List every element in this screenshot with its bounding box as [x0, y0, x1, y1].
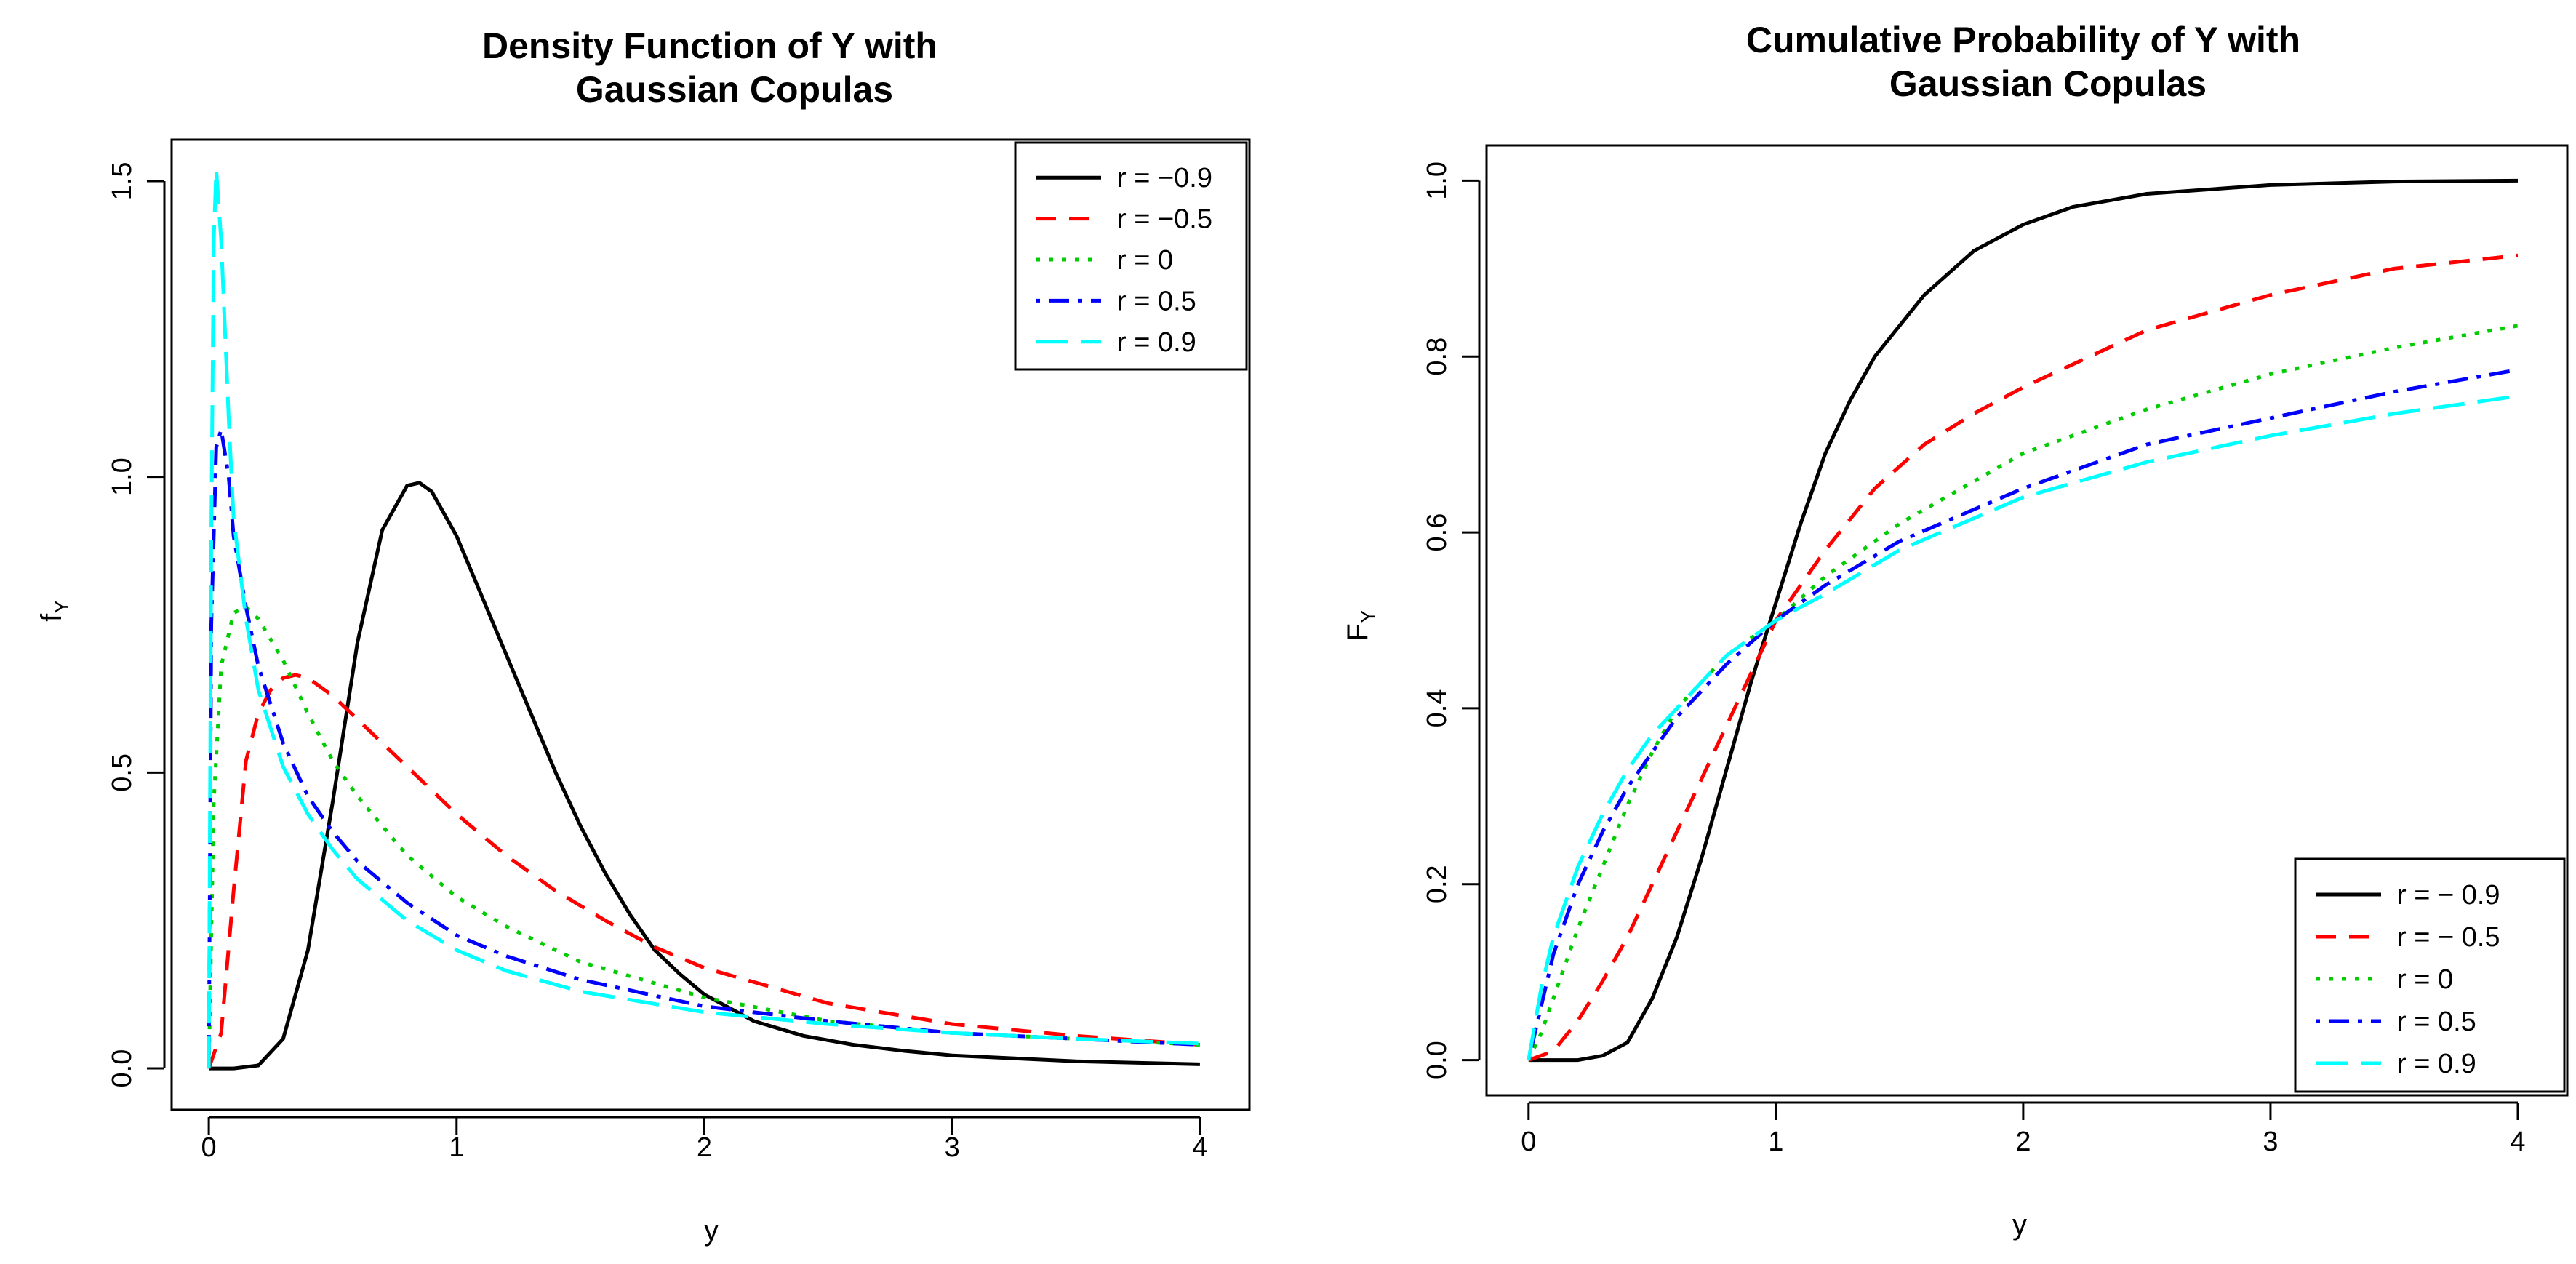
series-line-3	[207, 605, 1201, 1069]
x-axis-label: y	[2012, 1209, 2027, 1241]
x-tick-label: 4	[1192, 1132, 1207, 1163]
x-tick-label: 3	[2263, 1127, 2278, 1157]
x-tick-label: 3	[945, 1132, 960, 1163]
plot-area: 0 1 2 3 40.00.51.01.5 r = −0.9r = −0.5r = 0r …	[107, 138, 1251, 1163]
y-tick-label: 0.0	[1422, 1041, 1452, 1079]
x-tick-label: 0	[1521, 1127, 1536, 1157]
x-tick-label: 1	[449, 1132, 464, 1163]
legend-label-4: r = 0.5	[2397, 1007, 2476, 1037]
y-axis-label: FY	[1342, 609, 1379, 641]
series-line-2	[207, 673, 1201, 1069]
y-tick-label: 0.5	[107, 753, 137, 792]
x-tick-label: 2	[2015, 1127, 2031, 1157]
legend-label-4: r = 0.5	[1117, 286, 1196, 316]
y-axis-label: fY	[36, 600, 73, 622]
plot-frame	[1485, 144, 2569, 1097]
x-axis: 0 1 2 3 4	[1521, 1101, 2526, 1157]
series-line-1	[209, 481, 1200, 1071]
x-axis-label: y	[704, 1215, 719, 1247]
y-axis-label-main: f	[36, 613, 68, 622]
legend-label-1: r = − 0.9	[2397, 880, 2500, 911]
x-tick-label: 2	[697, 1132, 712, 1163]
y-axis-label-subscript: Y	[1356, 609, 1379, 623]
series-line-2	[1527, 253, 2519, 1062]
y-tick-label: 0.0	[107, 1049, 137, 1088]
y-tick-label: 0.2	[1422, 865, 1452, 903]
plot-area: 0 1 2 3 40.00.20.40.60.81.0r = − 0.9r = − 0.…	[1422, 144, 2569, 1157]
chart-title-line-1: Cumulative Probability of Y with	[1746, 20, 2300, 60]
series-line-4	[207, 428, 1201, 1069]
y-axis-label-subscript: Y	[50, 600, 73, 614]
y-tick-label: 1.0	[1422, 161, 1452, 200]
x-tick-label: 4	[2510, 1127, 2525, 1157]
legend-box	[2294, 857, 2566, 1093]
x-tick-label: 0	[201, 1132, 217, 1163]
chart-title-line-2: Gaussian Copulas	[1889, 63, 2207, 104]
legend-label-5: r = 0.9	[1117, 327, 1196, 358]
series-line-5	[1527, 394, 2519, 1061]
y-tick-label: 0.4	[1422, 689, 1452, 728]
plot-frame	[170, 138, 1251, 1111]
chart-title-line-2: Gaussian Copulas	[576, 69, 893, 110]
legend-label-2: r = −0.5	[1117, 204, 1212, 235]
y-tick-label: 0.6	[1422, 513, 1452, 552]
cumulative-chart: Cumulative Probability of Y with Gaussia…	[1342, 20, 2569, 1241]
density-chart: Density Function of Y with Gaussian Copu…	[36, 25, 1251, 1247]
legend-label-3: r = 0	[2397, 964, 2453, 995]
legend-box	[1014, 141, 1248, 371]
legend: r = − 0.9 r = − 0.5 r = 0 r = 0.5 r = 0.9	[2294, 857, 2566, 1093]
legend-label-3: r = 0	[1117, 245, 1173, 276]
legend-label-2: r = − 0.5	[2397, 922, 2500, 953]
legend: r = −0.9 r = −0.5 r = 0 r = 0.5 r = 0.9	[1014, 141, 1248, 371]
y-axis: 0.0 0.2 0.4 0.6 0.8 1.0	[1422, 161, 1481, 1079]
y-axis-label-main: F	[1342, 623, 1374, 641]
y-tick-label: 1.0	[107, 457, 137, 496]
legend-label-1: r = −0.9	[1117, 163, 1212, 193]
series-line-1	[1528, 178, 2519, 1063]
chart-title-line-1: Density Function of Y with	[482, 25, 937, 66]
y-tick-label: 0.8	[1422, 337, 1452, 376]
y-axis: 0.0 0.5 1.0 1.5	[107, 162, 166, 1088]
y-tick-label: 1.5	[107, 162, 137, 201]
x-axis: 0 1 2 3 4	[201, 1116, 1207, 1163]
series-line-4	[1527, 367, 2519, 1061]
series-line-5	[207, 167, 1200, 1069]
legend-label-5: r = 0.9	[2397, 1049, 2476, 1079]
x-tick-label: 1	[1768, 1127, 1783, 1157]
